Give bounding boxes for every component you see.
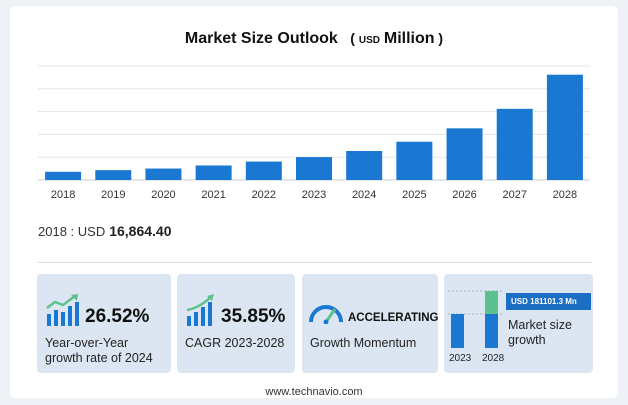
bar-2021 bbox=[195, 165, 232, 180]
chart-title-text: Market Size Outlook bbox=[184, 30, 338, 47]
divider bbox=[38, 262, 592, 263]
bar-2019 bbox=[95, 170, 132, 180]
cagr-value: 35.85% bbox=[221, 306, 286, 327]
bar-2024 bbox=[346, 150, 383, 180]
chart-unit: ( USD Million ) bbox=[350, 30, 444, 47]
unit-label: Million bbox=[383, 30, 435, 47]
mini-bar-2028 bbox=[485, 314, 498, 348]
growth-value-badge: USD 181101.3 Mn bbox=[506, 293, 591, 310]
speedometer-icon bbox=[309, 305, 343, 324]
bar-2025 bbox=[396, 141, 433, 180]
mini-year-end: 2028 bbox=[482, 353, 505, 364]
bar-2027 bbox=[496, 108, 533, 180]
growth-label-line1: Market size bbox=[508, 318, 572, 332]
yoy-label-line2: growth rate of 2024 bbox=[45, 351, 153, 365]
bar-2022 bbox=[245, 161, 282, 180]
mini-bar-growth bbox=[485, 291, 498, 314]
momentum-label: Growth Momentum bbox=[310, 336, 417, 350]
bar-2020 bbox=[145, 168, 182, 180]
base-year-label: 2018 : USD bbox=[38, 224, 106, 239]
bar-2018 bbox=[45, 171, 82, 180]
momentum-value: ACCELERATING bbox=[348, 312, 439, 324]
base-year-number: 16,864.40 bbox=[109, 223, 172, 239]
cagr-tile: 35.85% CAGR 2023-2028 bbox=[177, 274, 295, 373]
bar-2028 bbox=[546, 74, 583, 180]
yoy-label-line1: Year-over-Year bbox=[45, 336, 129, 350]
mini-year-start: 2023 bbox=[449, 353, 472, 364]
footer-url: www.technavio.com bbox=[265, 386, 363, 398]
bar-2026 bbox=[446, 128, 483, 180]
momentum-tile: ACCELERATING Growth Momentum bbox=[302, 274, 439, 373]
mini-bar-2023 bbox=[451, 314, 464, 348]
x-tick-label-2021: 2021 bbox=[201, 189, 225, 201]
x-tick-label-2028: 2028 bbox=[553, 189, 577, 201]
x-tick-label-2019: 2019 bbox=[101, 189, 125, 201]
yoy-value: 26.52% bbox=[85, 306, 150, 327]
chart-title: Market Size Outlook ( USD Million ) bbox=[0, 30, 628, 48]
bar-2023 bbox=[296, 157, 332, 180]
cagr-label: CAGR 2023-2028 bbox=[185, 336, 285, 350]
x-tick-label-2020: 2020 bbox=[151, 189, 175, 201]
x-tick-label-2024: 2024 bbox=[352, 189, 376, 201]
x-tick-label-2027: 2027 bbox=[502, 189, 526, 201]
growth-chart-icon bbox=[46, 294, 79, 326]
unit-prefix: USD bbox=[358, 35, 380, 46]
x-tick-label-2023: 2023 bbox=[302, 189, 326, 201]
bar-chart: 2018 2019 2020 2021 2022 2023 2024 2025 2026 2027… bbox=[38, 65, 590, 201]
cagr-chart-icon bbox=[186, 294, 214, 326]
mini-growth-chart bbox=[448, 290, 504, 348]
growth-label-line2: growth bbox=[508, 333, 546, 347]
x-tick-label-2018: 2018 bbox=[51, 189, 75, 201]
x-tick-label-2022: 2022 bbox=[252, 189, 276, 201]
yoy-tile: 26.52% Year-over-Year growth rate of 202… bbox=[37, 274, 171, 373]
x-tick-label-2025: 2025 bbox=[402, 189, 426, 201]
base-year-value: 2018 : USD 16,864.40 bbox=[38, 223, 172, 239]
x-tick-label-2026: 2026 bbox=[452, 189, 476, 201]
market-growth-tile: 2023 2028 Market size growth bbox=[444, 274, 593, 373]
